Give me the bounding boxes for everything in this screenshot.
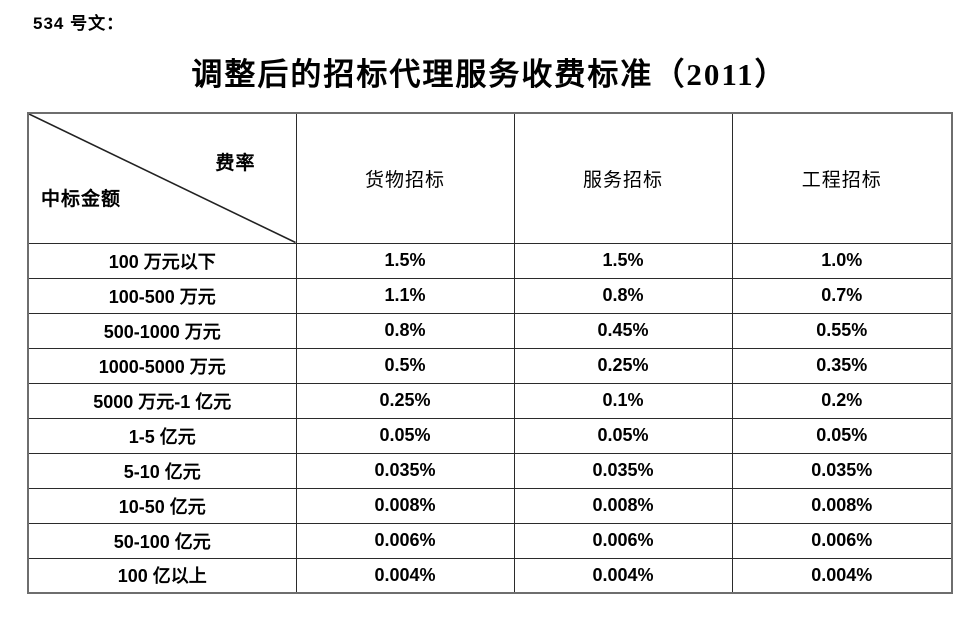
rate-cell: 0.8% [513, 277, 733, 314]
rate-cell: 0.004% [295, 557, 515, 594]
amount-cell: 10-50 亿元 [27, 487, 297, 524]
table-row: 50-100 亿元 0.006% 0.006% 0.006% [27, 522, 953, 559]
amount-cell: 1000-5000 万元 [27, 347, 297, 384]
rate-cell: 1.0% [731, 242, 953, 279]
rate-cell: 1.1% [295, 277, 515, 314]
column-header-services: 服务招标 [513, 112, 733, 244]
rate-cell: 0.25% [513, 347, 733, 384]
fee-rate-table: 费率 中标金额 货物招标 服务招标 工程招标 100 万元以下 1.5% 1.5… [27, 112, 953, 594]
diagonal-line [29, 114, 296, 243]
rate-cell: 0.55% [731, 312, 953, 349]
rate-cell: 1.5% [513, 242, 733, 279]
rate-cell: 0.05% [295, 417, 515, 454]
amount-cell: 5-10 亿元 [27, 452, 297, 489]
column-header-goods: 货物招标 [295, 112, 515, 244]
rate-cell: 0.008% [295, 487, 515, 524]
rate-cell: 0.004% [731, 557, 953, 594]
amount-cell: 100 亿以上 [27, 557, 297, 594]
rate-cell: 0.035% [731, 452, 953, 489]
rate-cell: 0.2% [731, 382, 953, 419]
rate-cell: 0.5% [295, 347, 515, 384]
rate-cell: 0.006% [295, 522, 515, 559]
rate-cell: 0.7% [731, 277, 953, 314]
page-title: 调整后的招标代理服务收费标准（2011） [191, 57, 788, 92]
rate-cell: 0.8% [295, 312, 515, 349]
table-row: 5000 万元-1 亿元 0.25% 0.1% 0.2% [27, 382, 953, 419]
table-row: 10-50 亿元 0.008% 0.008% 0.008% [27, 487, 953, 524]
rate-cell: 0.05% [731, 417, 953, 454]
table-row: 100 亿以上 0.004% 0.004% 0.004% [27, 557, 953, 594]
table-row: 500-1000 万元 0.8% 0.45% 0.55% [27, 312, 953, 349]
rate-cell: 0.008% [731, 487, 953, 524]
table-row: 5-10 亿元 0.035% 0.035% 0.035% [27, 452, 953, 489]
corner-label-rate: 费率 [215, 153, 256, 174]
header-row: 费率 中标金额 货物招标 服务招标 工程招标 [27, 112, 953, 244]
rate-cell: 0.004% [513, 557, 733, 594]
table-row: 100-500 万元 1.1% 0.8% 0.7% [27, 277, 953, 314]
rate-cell: 0.45% [513, 312, 733, 349]
rate-cell: 0.006% [513, 522, 733, 559]
rate-cell: 0.1% [513, 382, 733, 419]
rate-cell: 0.05% [513, 417, 733, 454]
diagonal-header-cell: 费率 中标金额 [27, 112, 297, 244]
table-row: 1000-5000 万元 0.5% 0.25% 0.35% [27, 347, 953, 384]
amount-cell: 50-100 亿元 [27, 522, 297, 559]
column-header-engineering: 工程招标 [731, 112, 953, 244]
table-row: 1-5 亿元 0.05% 0.05% 0.05% [27, 417, 953, 454]
rate-cell: 0.006% [731, 522, 953, 559]
amount-cell: 5000 万元-1 亿元 [27, 382, 297, 419]
corner-label-amount: 中标金额 [41, 188, 122, 210]
rate-cell: 0.035% [513, 452, 733, 489]
rate-cell: 0.35% [731, 347, 953, 384]
rate-cell: 1.5% [295, 242, 515, 279]
rate-cell: 0.035% [295, 452, 515, 489]
amount-cell: 100-500 万元 [27, 277, 297, 314]
amount-cell: 100 万元以下 [27, 242, 297, 279]
rate-cell: 0.25% [295, 382, 515, 419]
amount-cell: 1-5 亿元 [27, 417, 297, 454]
doc-number: 534 号文： [33, 14, 125, 33]
rate-cell: 0.008% [513, 487, 733, 524]
table-row: 100 万元以下 1.5% 1.5% 1.0% [27, 242, 953, 279]
amount-cell: 500-1000 万元 [27, 312, 297, 349]
